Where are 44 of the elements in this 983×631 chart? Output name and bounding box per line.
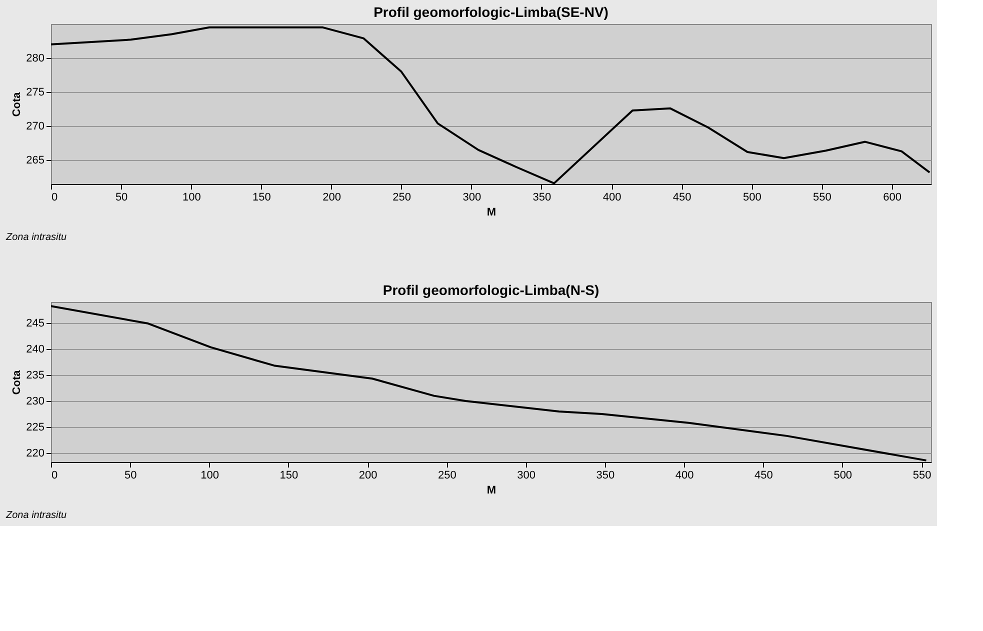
x-tick-label: 100	[182, 192, 201, 204]
chart-title: Profil geomorfologic-Limba(SE-NV)	[374, 4, 608, 20]
y-tick-label: 230	[26, 396, 44, 408]
text: Zona intrasitu	[5, 232, 68, 243]
x-tick-label: 450	[754, 470, 773, 482]
line-series	[51, 305, 928, 462]
x-tick-label: 500	[742, 192, 762, 204]
x-tick-label: 0	[52, 470, 58, 482]
x-tick-label: 0	[52, 192, 58, 204]
x-tick-label: 300	[517, 470, 536, 482]
x-tick-label: 100	[200, 470, 219, 482]
x-tick-label: 200	[322, 192, 341, 204]
x-tick-label: 150	[280, 470, 298, 482]
x-tick-label: 300	[462, 192, 482, 204]
y-tick-label: 225	[26, 422, 44, 434]
y-tick-label: 280	[26, 52, 44, 65]
x-tick-label: 50	[115, 192, 128, 204]
x-tick-label: 500	[834, 470, 852, 482]
y-tick-label: 240	[26, 343, 44, 356]
x-axis-title: M	[486, 206, 496, 218]
x-tick-label: 600	[883, 192, 902, 204]
x-tick-label: 550	[912, 470, 932, 482]
y-axis-title: Cota	[11, 91, 24, 117]
x-tick-label: 550	[813, 192, 832, 204]
x-tick-label: 350	[596, 470, 615, 482]
y-tick-label: 265	[26, 154, 44, 167]
x-tick-label: 350	[532, 192, 552, 204]
x-tick-label: 250	[392, 192, 411, 204]
x-tick-label: 400	[602, 192, 622, 204]
y-axis-title: Cota	[11, 369, 24, 395]
y-tick-label: 245	[26, 317, 44, 330]
y-tick-label: 275	[26, 86, 44, 99]
chart-title: Profil geomorfologic-Limba(N-S)	[382, 282, 600, 298]
y-tick-label: 270	[26, 120, 44, 133]
y-tick-label: 220	[26, 448, 44, 460]
x-tick-label: 50	[124, 470, 137, 482]
y-tick-label: 235	[26, 369, 44, 382]
x-tick-label: 450	[672, 192, 692, 204]
x-tick-label: 400	[675, 470, 694, 482]
x-tick-label: 200	[358, 470, 378, 482]
x-axis-title: M	[486, 484, 496, 496]
x-tick-label: 250	[438, 470, 456, 482]
text: Zona intrasitu	[5, 510, 68, 521]
x-tick-label: 150	[252, 192, 271, 204]
